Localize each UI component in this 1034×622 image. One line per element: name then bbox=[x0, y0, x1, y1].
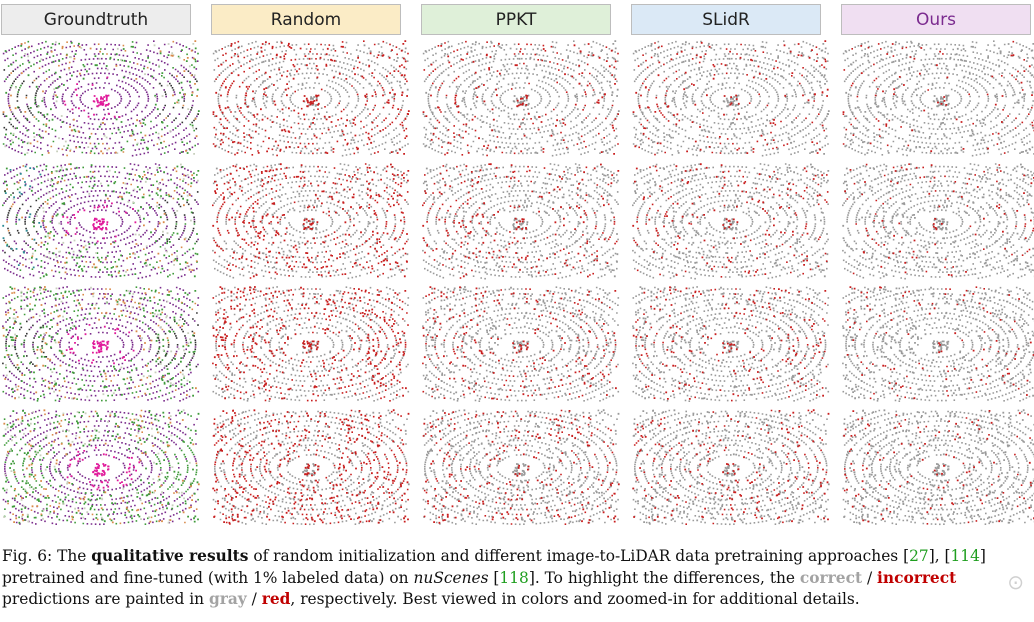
watermark: ⊙ bbox=[1007, 570, 1026, 594]
points-bld bbox=[5, 286, 195, 400]
points-gray bbox=[842, 163, 1034, 280]
points-car bbox=[62, 201, 137, 243]
points-red bbox=[843, 410, 1034, 525]
scan-groundtruth-row-3 bbox=[2, 286, 200, 402]
points-gray bbox=[422, 409, 620, 526]
points-gray bbox=[842, 286, 1034, 402]
scan-groundtruth-row-2 bbox=[1, 163, 200, 280]
scan-ppkt-row-4 bbox=[422, 409, 620, 526]
points-red bbox=[422, 409, 620, 525]
points-gray bbox=[632, 409, 830, 526]
points-gray bbox=[842, 40, 1034, 157]
points-car bbox=[65, 324, 135, 365]
points-red bbox=[842, 40, 1034, 154]
points-red bbox=[632, 40, 829, 156]
points-red bbox=[422, 40, 619, 157]
column-header-slidr: SLidR bbox=[631, 4, 821, 35]
points-car bbox=[63, 76, 121, 119]
points-red bbox=[632, 163, 829, 278]
scan-ours-row-1 bbox=[842, 40, 1034, 157]
scan-ours-row-4 bbox=[842, 409, 1034, 526]
points-red bbox=[632, 409, 830, 525]
points-red bbox=[422, 163, 620, 279]
column-header-ppkt: PPKT bbox=[421, 4, 611, 35]
column-header-groundtruth: Groundtruth bbox=[1, 4, 191, 35]
points-gray bbox=[212, 40, 409, 157]
points-red bbox=[632, 286, 828, 402]
scan-slidr-row-1 bbox=[632, 40, 830, 157]
scan-ppkt-row-3 bbox=[422, 286, 620, 402]
scan-groundtruth-row-4 bbox=[2, 409, 200, 526]
points-gray bbox=[842, 409, 1034, 526]
figure-caption: Fig. 6: The qualitative results of rando… bbox=[2, 547, 986, 609]
points-gray bbox=[212, 409, 410, 526]
points-red bbox=[212, 409, 410, 525]
scan-random-row-1 bbox=[212, 40, 410, 157]
points-gray bbox=[632, 40, 830, 157]
points-gray bbox=[422, 40, 620, 157]
scan-slidr-row-4 bbox=[632, 409, 830, 526]
scan-slidr-row-3 bbox=[632, 286, 830, 402]
scan-ours-row-3 bbox=[842, 286, 1034, 402]
points-gray bbox=[212, 163, 409, 280]
scan-ppkt-row-1 bbox=[422, 40, 620, 157]
scan-slidr-row-2 bbox=[632, 163, 830, 280]
scan-random-row-4 bbox=[212, 409, 410, 526]
scan-groundtruth-row-1 bbox=[2, 40, 200, 157]
scan-ppkt-row-2 bbox=[422, 163, 620, 280]
points-car bbox=[66, 446, 141, 491]
points-bld bbox=[4, 41, 199, 155]
column-header-ours: Ours bbox=[841, 4, 1031, 35]
scan-ours-row-2 bbox=[842, 163, 1034, 280]
lidar-visualization-grid bbox=[1, 40, 1034, 526]
scan-random-row-2 bbox=[212, 163, 410, 280]
points-red bbox=[212, 286, 409, 402]
points-veg bbox=[2, 410, 200, 525]
scan-random-row-3 bbox=[212, 286, 410, 402]
points-gray bbox=[632, 163, 830, 280]
points-ter bbox=[3, 409, 200, 525]
column-header-random: Random bbox=[211, 4, 401, 35]
